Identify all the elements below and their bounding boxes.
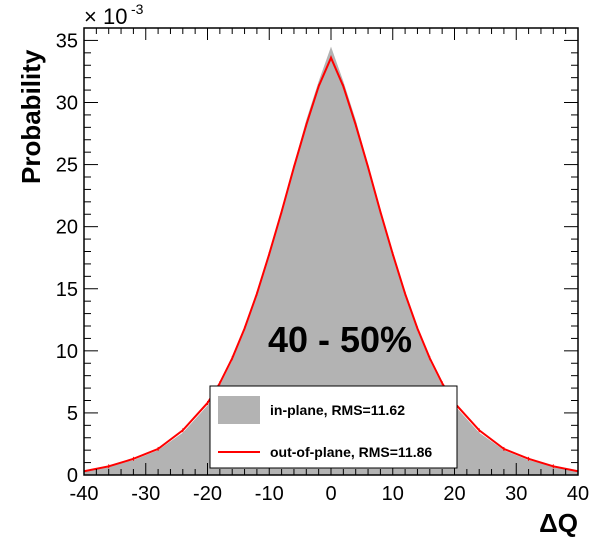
y-tick-label: 10 [56,341,78,363]
legend-label-in-plane: in-plane, RMS=11.62 [270,402,405,418]
y-tick-label: 20 [56,217,78,239]
y-multiplier: × 10 -3 [84,1,144,29]
y-tick-label: 35 [56,30,78,52]
x-tick-label: -40 [70,483,99,505]
ticks-layer: -40 -30 -20 -10 0 10 20 30 40 0 5 10 15 20 25 30 35 [56,27,589,505]
x-tick-label: 40 [567,483,589,505]
y-tick-label: 25 [56,155,78,177]
legend-label-out-of-plane: out-of-plane, RMS=11.86 [270,444,432,460]
y-tick-label: 5 [67,403,78,425]
x-tick-label: 30 [505,483,527,505]
x-tick-label: 10 [382,483,404,505]
y-multiplier-base: × 10 [84,4,127,29]
y-tick-label: 15 [56,279,78,301]
x-tick-label: 20 [443,483,465,505]
x-tick-label: 0 [325,483,336,505]
x-tick-label: -30 [131,483,160,505]
y-axis-label: Probability [16,49,46,184]
x-tick-label: -20 [193,483,222,505]
y-tick-label: 30 [56,93,78,115]
y-tick-label: 0 [67,465,78,487]
x-axis-label: ΔQ [539,508,578,538]
centrality-annotation: 40 - 50% [268,319,412,360]
x-tick-label: -10 [255,483,284,505]
legend-swatch-in-plane [218,396,260,424]
series-in-plane-area [84,46,578,475]
y-multiplier-exp: -3 [131,1,144,17]
legend: in-plane, RMS=11.62 out-of-plane, RMS=11… [209,385,458,469]
